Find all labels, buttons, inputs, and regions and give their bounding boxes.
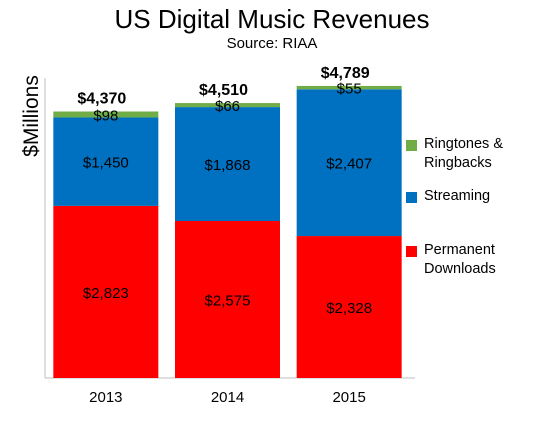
data-label-streaming-2013: $1,450 (83, 155, 129, 172)
total-label-2013: $4,370 (77, 90, 126, 107)
chart-title: US Digital Music Revenues (114, 4, 430, 34)
data-label-streaming-2014: $1,868 (205, 157, 251, 174)
bar-downloads-2015 (296, 236, 402, 378)
data-label-ringtones-2014: $66 (215, 98, 240, 115)
x-tick-label-2014: 2014 (211, 389, 244, 406)
data-label-streaming-2015: $2,407 (326, 156, 372, 173)
total-label-2015: $4,789 (321, 65, 370, 82)
bar-ringtones-2013 (53, 111, 159, 118)
bar-downloads-2014 (175, 220, 280, 378)
bar-ringtones-2015 (296, 85, 402, 90)
data-label-downloads-2015: $2,328 (326, 300, 372, 317)
bar-downloads-2013 (53, 205, 159, 378)
legend-label-ringtones-line2: Ringbacks (424, 155, 492, 171)
legend-swatch-downloads (406, 246, 417, 257)
legend-swatch-ringtones (406, 140, 417, 151)
bar-streaming-2015 (296, 89, 402, 237)
legend-label-streaming: Streaming (424, 188, 491, 204)
data-label-ringtones-2013: $98 (93, 107, 118, 124)
x-tick-label-2013: 2013 (89, 389, 122, 406)
legend-swatch-streaming (406, 192, 417, 203)
data-label-ringtones-2015: $55 (337, 81, 362, 98)
data-label-downloads-2014: $2,575 (205, 292, 251, 309)
chart-subtitle: Source: RIAA (226, 35, 318, 52)
legend-label-downloads-line1: Permanent (424, 242, 495, 258)
legend-item-ringtones: Ringtones & Ringbacks (406, 135, 503, 173)
total-label-2014: $4,510 (199, 82, 248, 99)
legend-label-downloads-line2: Downloads (424, 261, 496, 277)
bar-streaming-2013 (53, 117, 159, 206)
legend-item-streaming: Streaming (406, 187, 491, 206)
bar-ringtones-2014 (175, 103, 280, 108)
legend-item-downloads: Permanent Downloads (406, 241, 496, 279)
bar-streaming-2014 (175, 107, 280, 221)
legend-label-ringtones-line1: Ringtones & (424, 136, 503, 152)
data-label-downloads-2013: $2,823 (83, 285, 129, 302)
x-tick-label-2015: 2015 (332, 389, 365, 406)
